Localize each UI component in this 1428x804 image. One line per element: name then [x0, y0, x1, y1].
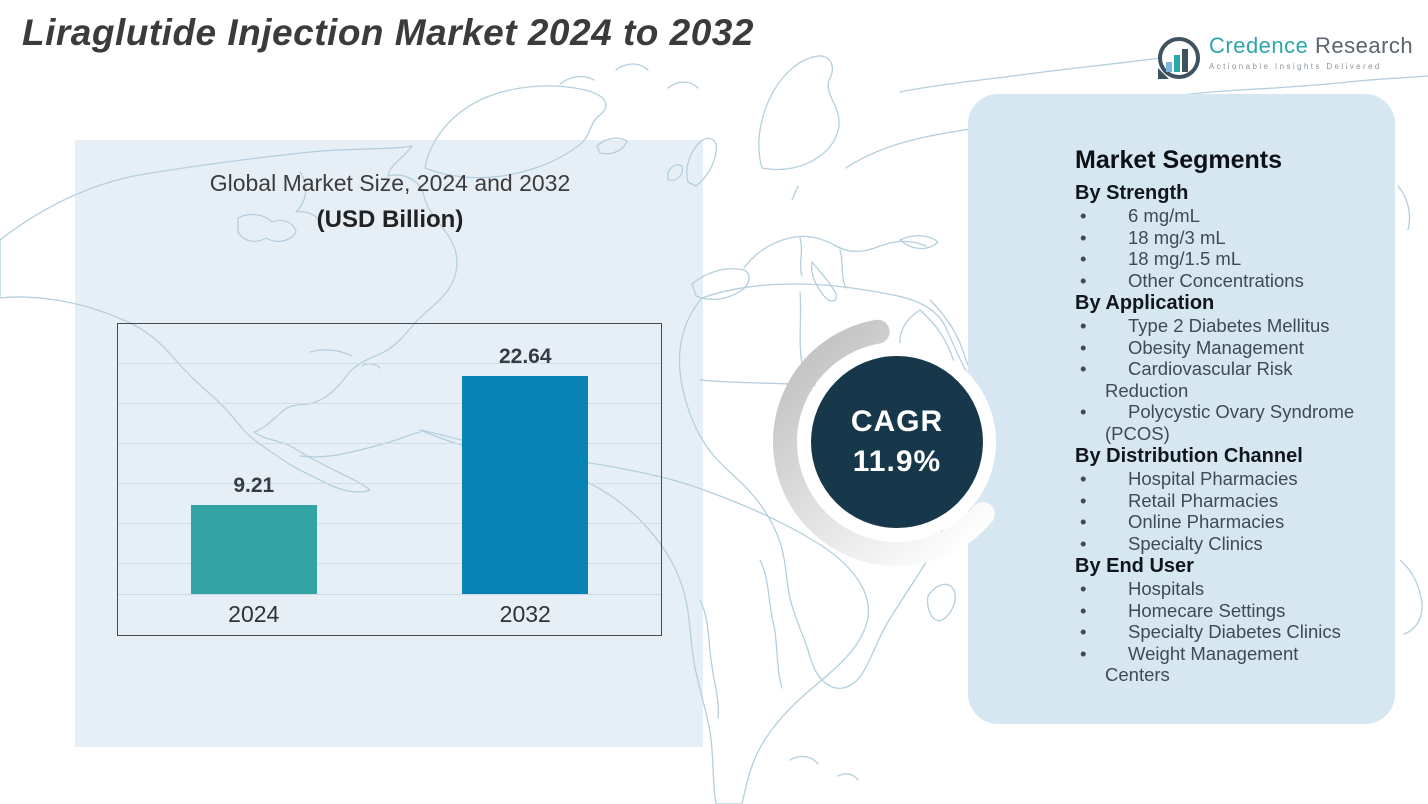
market-segments-content: Market Segments By Strength • 6 mg/mL • 18 m… — [1075, 146, 1380, 686]
cagr-medallion: CAGR 11.9% — [757, 302, 1037, 582]
segment-item: • Other Concentrations — [1075, 270, 1380, 292]
segment-item-label: Specialty Diabetes Clinics — [1128, 621, 1341, 642]
segment-item-label: Obesity Management — [1128, 336, 1304, 358]
logo-brand-secondary: Research — [1315, 33, 1414, 58]
bar-value-label: 22.64 — [498, 345, 552, 368]
bullet-icon: • — [1080, 532, 1087, 554]
chart-title: Global Market Size, 2024 and 2032 — [209, 170, 571, 196]
bullet-icon: • — [1080, 599, 1087, 621]
bar-chart-bubble-icon — [1158, 37, 1200, 79]
bar-column: 9.21 — [118, 324, 390, 594]
segment-group-heading: By Distribution Channel — [1075, 445, 1303, 467]
segment-item: • Online Pharmacies — [1075, 511, 1380, 533]
segment-item-label: Other Concentrations — [1128, 269, 1304, 291]
cagr-value: 11.9% — [852, 445, 942, 478]
chart-title-block: Global Market Size, 2024 and 2032 (USD B… — [120, 170, 660, 234]
bullet-icon: • — [1080, 358, 1087, 379]
bullet-icon: • — [1080, 248, 1087, 269]
cagr-text: CAGR 11.9% — [757, 302, 1037, 582]
bar-2024 — [190, 505, 317, 594]
segment-item-label: Polycystic Ovary Syndrome (PCOS) — [1105, 401, 1355, 444]
segment-item: • Type 2 Diabetes Mellitus — [1075, 315, 1380, 337]
segment-item-label: Type 2 Diabetes Mellitus — [1128, 315, 1330, 336]
page-title: Liraglutide Injection Market 2024 to 203… — [22, 12, 754, 53]
segment-item-label: 18 mg/3 mL — [1128, 226, 1226, 248]
bullet-icon: • — [1080, 511, 1087, 532]
segment-group-heading: By Strength — [1075, 182, 1189, 204]
chart-subtitle: (USD Billion) — [316, 206, 464, 233]
credence-research-logo: Credence Research Actionable Insights De… — [1158, 33, 1413, 79]
segment-item-label: Retail Pharmacies — [1128, 489, 1279, 511]
segment-item: • 18 mg/1.5 mL — [1075, 248, 1380, 270]
segment-item: • Hospitals — [1075, 578, 1380, 600]
segment-item: • Polycystic Ovary Syndrome (PCOS) — [1075, 401, 1380, 444]
segment-item-label: Homecare Settings — [1128, 599, 1286, 621]
segment-item: • 6 mg/mL — [1075, 205, 1380, 227]
logo-tagline: Actionable Insights Delivered — [1209, 62, 1382, 71]
bullet-icon: • — [1080, 401, 1087, 422]
segment-item: • Specialty Clinics — [1075, 533, 1380, 555]
bar-chart: 9.21 22.64 2024 2032 — [117, 323, 662, 636]
bullet-icon: • — [1080, 468, 1087, 489]
segment-list: • Hospital Pharmacies • Retail Pharmacies • O… — [1075, 468, 1380, 554]
cagr-label: CAGR — [850, 405, 944, 438]
bullet-icon: • — [1080, 336, 1087, 358]
segment-group-heading: By Application — [1075, 292, 1215, 314]
segment-item-label: 18 mg/1.5 mL — [1128, 248, 1242, 269]
category-label: 2024 — [228, 601, 280, 627]
logo-text: Credence Research Actionable Insights De… — [1209, 33, 1413, 71]
logo-bars — [1166, 49, 1188, 72]
segment-item: • Specialty Diabetes Clinics — [1075, 621, 1380, 643]
chart-plot: 9.21 22.64 — [118, 324, 661, 595]
segment-list: • Type 2 Diabetes Mellitus • Obesity Manage… — [1075, 315, 1380, 444]
bullet-icon: • — [1080, 621, 1087, 642]
market-segments-groups: By Strength • 6 mg/mL • 18 mg/3 mL • 18 mg/1.5… — [1075, 181, 1380, 686]
segment-list: • Hospitals • Homecare Settings • Specialty D… — [1075, 578, 1380, 686]
bar-2032 — [462, 376, 589, 594]
segment-item-label: Weight Management Centers — [1105, 642, 1299, 686]
bullet-icon: • — [1080, 489, 1087, 511]
segment-item: • 18 mg/3 mL — [1075, 227, 1380, 249]
segment-item: • Obesity Management — [1075, 337, 1380, 359]
bullet-icon: • — [1080, 642, 1087, 664]
segment-item-label: 6 mg/mL — [1128, 205, 1200, 226]
bullet-icon: • — [1080, 205, 1087, 226]
market-segments-panel — [968, 94, 1395, 724]
segment-item-label: Cardiovascular Risk Reduction — [1105, 358, 1293, 401]
bullet-icon: • — [1080, 578, 1087, 599]
market-segments-title: Market Segments — [1075, 146, 1283, 174]
segment-item: • Cardiovascular Risk Reduction — [1075, 358, 1380, 401]
segment-item-label: Specialty Clinics — [1128, 532, 1263, 554]
segment-item: • Hospital Pharmacies — [1075, 468, 1380, 490]
bullet-icon: • — [1080, 269, 1087, 291]
segment-item: • Weight Management Centers — [1075, 643, 1380, 686]
logo-brand-name: Credence Research — [1209, 33, 1413, 59]
segment-item: • Homecare Settings — [1075, 600, 1380, 622]
segment-item-label: Hospital Pharmacies — [1128, 468, 1298, 489]
bullet-icon: • — [1080, 226, 1087, 248]
segment-item: • Retail Pharmacies — [1075, 490, 1380, 512]
logo-brand-primary: Credence — [1209, 33, 1309, 58]
segment-item-label: Hospitals — [1128, 578, 1205, 599]
segment-group-heading: By End User — [1075, 555, 1194, 577]
category-label: 2032 — [499, 601, 551, 627]
segment-list: • 6 mg/mL • 18 mg/3 mL • 18 mg/1.5 mL • Other C… — [1075, 205, 1380, 291]
bar-value-label: 9.21 — [233, 474, 275, 497]
bullet-icon: • — [1080, 315, 1087, 336]
segment-item-label: Online Pharmacies — [1128, 511, 1285, 532]
chart-category-axis: 2024 2032 — [118, 594, 661, 628]
bar-column: 22.64 — [390, 324, 662, 594]
